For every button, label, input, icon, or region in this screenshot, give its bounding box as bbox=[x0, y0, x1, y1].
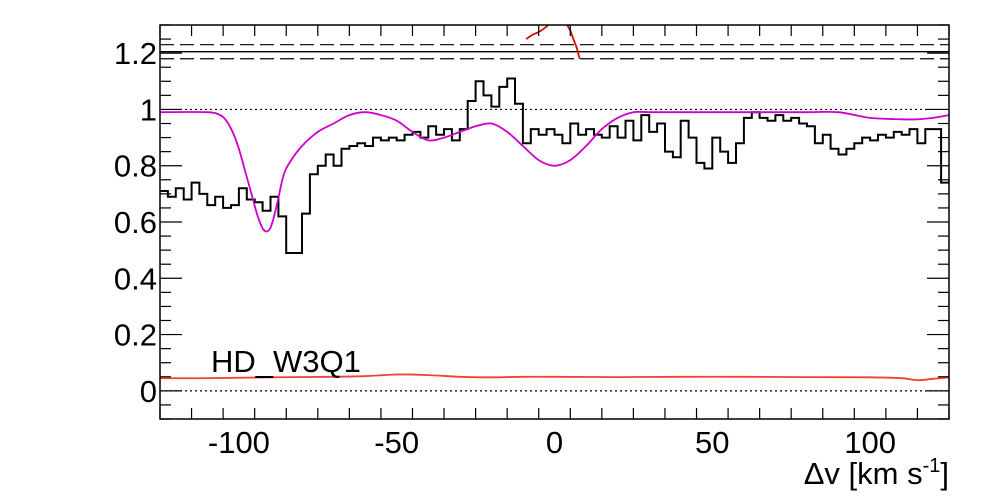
series-line-3 bbox=[525, 25, 549, 40]
x-tick-label-4: 100 bbox=[844, 425, 896, 460]
series-line-0 bbox=[160, 77, 949, 254]
series-line-1 bbox=[160, 110, 949, 233]
spectrum-label: HD_W3Q1 bbox=[211, 344, 361, 379]
x-axis-title-close: ] bbox=[940, 456, 949, 491]
reference-lines bbox=[160, 44, 949, 392]
y-tick-label-5: 1 bbox=[140, 92, 157, 127]
y-tick-label-4: 0.8 bbox=[114, 149, 157, 184]
x-tick-label-1: -50 bbox=[374, 425, 419, 460]
y-tick-label-3: 0.6 bbox=[114, 205, 157, 240]
tick-labels: -100 -50 0 50 100 0 0.2 0.4 0.6 0.8 1 1.2 bbox=[114, 36, 896, 460]
x-axis-title: Δv [km s-1] bbox=[804, 455, 949, 491]
x-tick-label-0: -100 bbox=[208, 425, 270, 460]
series-line-4 bbox=[566, 25, 581, 60]
y-tick-label-2: 0.4 bbox=[114, 261, 157, 296]
x-tick-label-2: 0 bbox=[546, 425, 563, 460]
y-tick-label-0: 0 bbox=[140, 374, 157, 409]
series-line-2 bbox=[160, 373, 949, 382]
axis-ticks bbox=[159, 24, 950, 420]
y-tick-label-6: 1.2 bbox=[114, 36, 157, 71]
x-axis-title-superscript: -1 bbox=[923, 455, 941, 477]
y-tick-label-1: 0.2 bbox=[114, 318, 157, 353]
x-tick-label-3: 50 bbox=[695, 425, 729, 460]
series-layer bbox=[160, 25, 949, 382]
